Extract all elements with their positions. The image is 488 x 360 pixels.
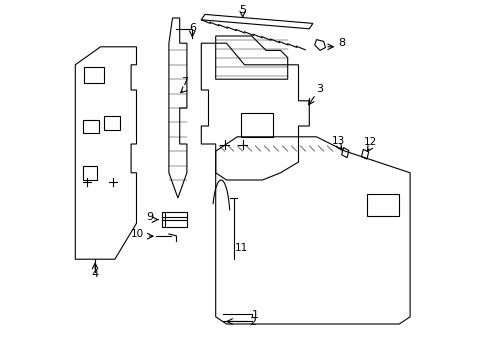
Text: 11: 11 — [234, 243, 247, 253]
Text: 4: 4 — [91, 269, 99, 279]
Bar — [82, 120, 99, 133]
Text: 10: 10 — [131, 229, 144, 239]
Bar — [104, 116, 120, 130]
Bar — [241, 113, 273, 137]
Text: 7: 7 — [181, 77, 187, 87]
Bar — [84, 67, 104, 83]
Text: 3: 3 — [316, 84, 323, 94]
Text: 1: 1 — [251, 310, 258, 320]
Text: 13: 13 — [331, 136, 344, 146]
Text: 6: 6 — [188, 23, 195, 33]
Text: 8: 8 — [337, 38, 345, 48]
Bar — [162, 212, 186, 227]
Text: 2: 2 — [248, 317, 255, 327]
Text: 5: 5 — [239, 5, 245, 15]
Text: 12: 12 — [363, 137, 376, 147]
Text: 9: 9 — [146, 212, 153, 222]
Bar — [82, 166, 97, 180]
